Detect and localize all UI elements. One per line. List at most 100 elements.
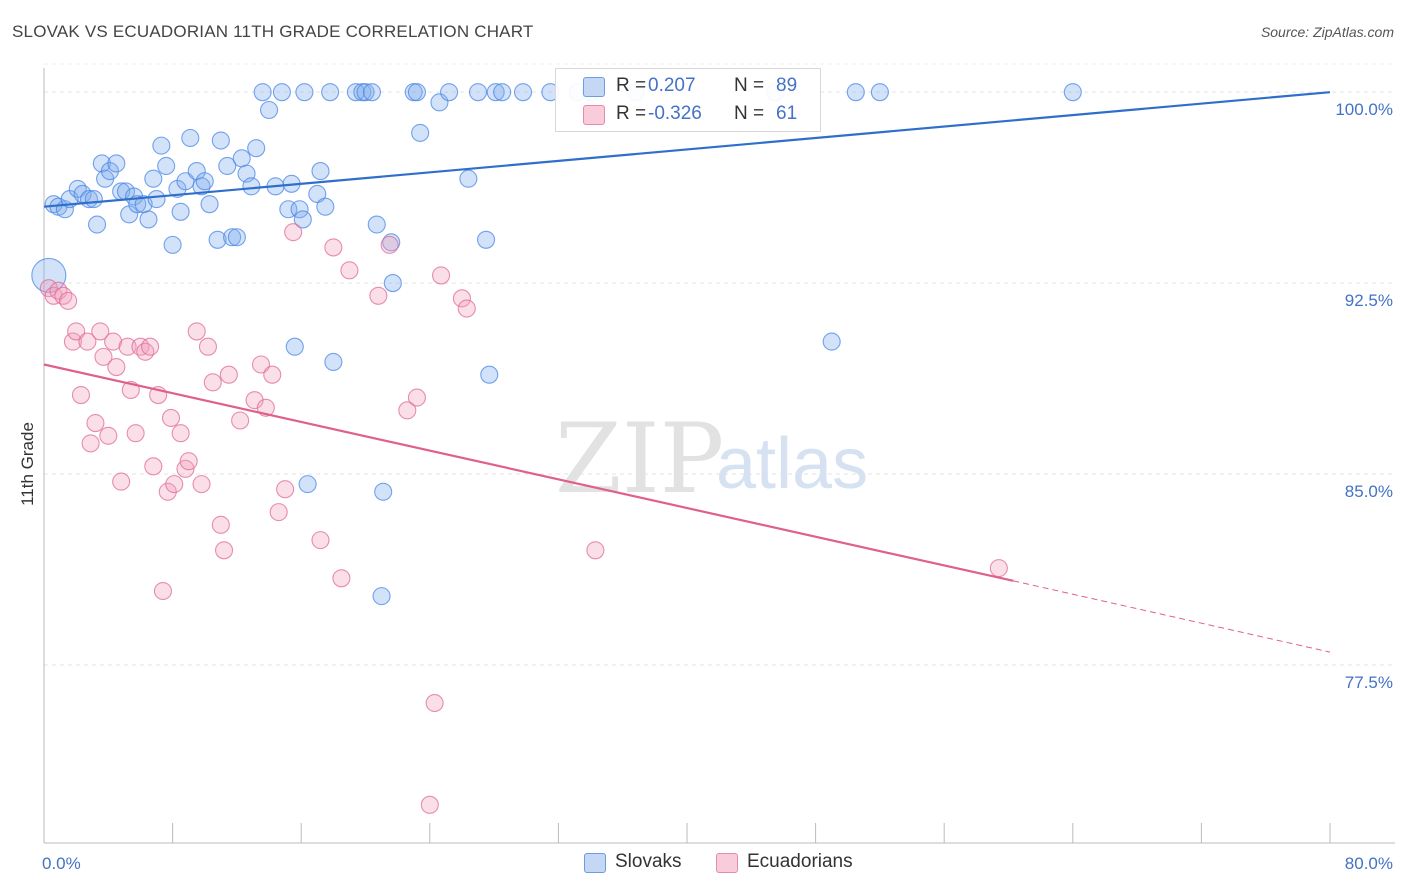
ecuadorian-point xyxy=(420,795,439,814)
legend-swatch-pink xyxy=(583,105,605,125)
ecuadorian-point xyxy=(112,472,131,491)
ecuadorian-point xyxy=(263,365,282,384)
ecuadorian-point xyxy=(99,426,118,445)
ecuadorian-point xyxy=(452,289,472,308)
legend-r-label: R = xyxy=(616,103,647,124)
y-axis-label: 11th Grade xyxy=(18,422,37,506)
legend-row-ecuadorians: R = -0.326 N = 61 xyxy=(556,99,820,129)
chart-title: SLOVAK VS ECUADORIAN 11TH GRADE CORRELAT… xyxy=(12,22,534,41)
slovak-point xyxy=(321,83,340,102)
ecuadorian-point xyxy=(144,457,163,476)
slovak-point xyxy=(87,215,107,234)
slovak-point xyxy=(259,100,279,120)
slovak-point xyxy=(208,230,227,249)
ecuadorian-point xyxy=(67,322,86,341)
legend-r-value: 0.207 xyxy=(648,75,696,96)
slovak-point xyxy=(181,128,200,148)
trend-lines xyxy=(43,91,1331,653)
slovak-point xyxy=(356,83,375,102)
ecuadorian-point xyxy=(231,411,250,430)
ecuadorian-point xyxy=(332,569,351,588)
ecuadorian-point xyxy=(211,515,230,534)
slovak-point xyxy=(480,365,499,384)
ecuadorian-point xyxy=(171,424,190,443)
slovak-point xyxy=(84,190,103,209)
x-tick-label-max: 80.0% xyxy=(1345,854,1393,873)
y-tick-label: 100.0% xyxy=(1335,100,1393,119)
ecuadorian-point xyxy=(340,261,359,280)
slovak-point xyxy=(152,136,171,155)
slovak-point xyxy=(31,257,67,293)
slovak-point xyxy=(372,587,391,606)
ecuadorian-point xyxy=(276,480,295,499)
slovak-point xyxy=(870,83,889,102)
ecuadorian-point xyxy=(432,266,451,285)
watermark: ZIP atlas xyxy=(555,403,868,515)
ecuadorian-point xyxy=(136,342,155,361)
ecuadorian-point xyxy=(407,388,426,407)
ecuadorian-point xyxy=(989,559,1008,578)
ecuadorian-point xyxy=(161,408,181,428)
slovak-point xyxy=(486,83,505,102)
ecuadorian-point xyxy=(165,475,184,494)
slovak-point xyxy=(171,202,190,221)
ecuadorian-point xyxy=(118,337,137,356)
slovak-point xyxy=(107,154,126,173)
legend-swatch-blue xyxy=(583,77,605,97)
slovak-point xyxy=(163,235,182,254)
ecuadorian-point xyxy=(63,332,82,351)
slovak-point xyxy=(1063,83,1082,102)
slovak-point xyxy=(192,177,211,196)
slovak-point xyxy=(383,274,402,293)
slovak-point xyxy=(157,156,176,176)
slovak-point xyxy=(242,177,261,196)
bottom-legend-swatch-blue xyxy=(584,853,606,873)
slovak-point xyxy=(411,123,430,142)
ecuadorian-point xyxy=(214,541,234,560)
slovak-point xyxy=(218,156,237,176)
slovak-point xyxy=(846,83,865,102)
ecuadorian-point xyxy=(586,541,605,560)
ecuadorian-point xyxy=(78,332,97,351)
watermark-atlas: atlas xyxy=(716,424,868,504)
legend-row-slovaks: R = 0.207 N = 89 xyxy=(556,71,820,101)
slovak-point xyxy=(407,83,426,102)
slovak-point xyxy=(308,184,327,204)
bottom-legend-label: Ecuadorians xyxy=(747,851,853,872)
slovak-point xyxy=(232,149,251,168)
slovak-point xyxy=(367,215,386,234)
ecuadorian-point xyxy=(71,386,91,405)
ecuadorian-point xyxy=(380,235,399,254)
slovak-point xyxy=(253,83,272,102)
legend-n-label: N = xyxy=(734,103,765,124)
slovak-point xyxy=(822,332,841,351)
slovak-point xyxy=(477,230,496,249)
slovak-point xyxy=(128,195,147,214)
slovak-point xyxy=(285,337,304,356)
ecuadorian-point xyxy=(131,337,150,356)
slovak-point xyxy=(272,83,291,102)
slovak-trend-line xyxy=(43,91,1331,208)
ecuadorian-trend-extension xyxy=(1013,580,1331,653)
bottom-legend-swatch-pink xyxy=(716,853,738,873)
slovak-point xyxy=(293,210,312,229)
ecuadorian-trend-line xyxy=(43,363,1014,582)
slovak-point xyxy=(311,162,330,181)
axes: 100.0% 92.5% 85.0% 77.5% 0.0% 80.0% xyxy=(42,68,1395,873)
slovak-point xyxy=(316,197,335,216)
ecuadorian-point xyxy=(126,424,145,443)
slovak-point xyxy=(139,210,158,229)
legend-n-label: N = xyxy=(734,75,765,96)
ecuadorian-point xyxy=(369,286,388,305)
ecuadorian-point xyxy=(104,332,123,351)
ecuadorian-point xyxy=(179,452,198,471)
legend-r-label: R = xyxy=(616,75,647,96)
bottom-legend-label: Slovaks xyxy=(615,851,682,872)
ecuadorian-point xyxy=(94,347,113,366)
y-tick-label: 85.0% xyxy=(1345,482,1393,501)
slovak-point xyxy=(290,200,309,219)
slovak-point xyxy=(346,83,365,102)
chart-source: Source: ZipAtlas.com xyxy=(1260,24,1394,40)
slovak-point xyxy=(223,228,242,247)
ecuadorian-point xyxy=(54,286,73,305)
